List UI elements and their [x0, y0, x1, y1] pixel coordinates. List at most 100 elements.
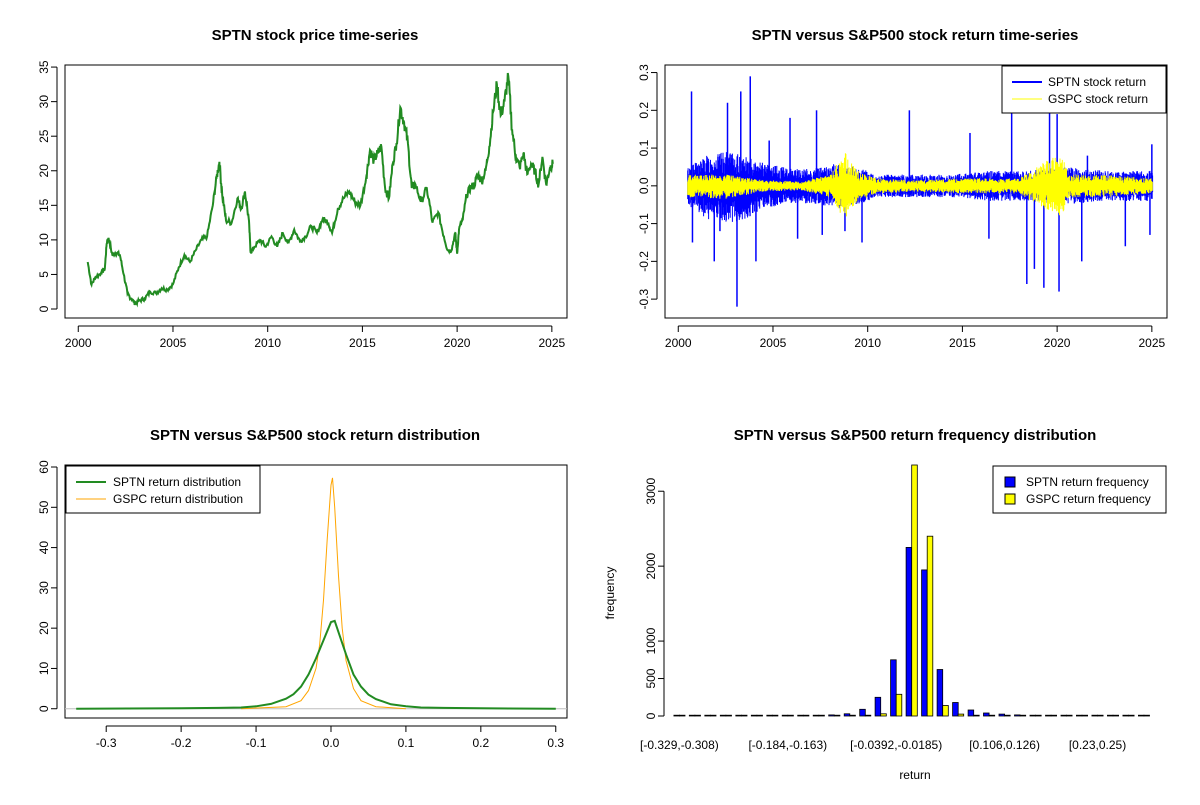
- y-tick-label: 30: [37, 95, 51, 109]
- gspc-bar: [957, 713, 965, 717]
- x-tick-label: 0.1: [398, 736, 415, 750]
- x-axis-label: return: [899, 768, 930, 782]
- gspc-bar: [756, 714, 763, 717]
- gspc-bar: [1019, 714, 1027, 717]
- x-tick-label: 2010: [254, 336, 281, 350]
- legend-label: SPTN stock return: [1048, 75, 1146, 89]
- legend: SPTN stock return GSPC stock return: [1001, 65, 1167, 114]
- x-tick-label: [-0.0392,-0.0185): [850, 738, 942, 752]
- sptn-bar: [890, 659, 897, 717]
- gspc-bar: [942, 705, 949, 717]
- y-tick-label: 10: [37, 233, 51, 247]
- x-tick-label: -0.2: [171, 736, 192, 750]
- sptn-bar: [905, 547, 913, 717]
- gspc-bar: [1128, 714, 1135, 717]
- sptn-bar: [874, 696, 882, 717]
- sptn-bar: [750, 714, 758, 717]
- density-chart: SPTN versus S&P500 stock return distribu…: [37, 427, 568, 750]
- sptn-bar: [859, 708, 866, 717]
- y-tick-label: 5: [37, 271, 51, 278]
- y-tick-label: 20: [37, 164, 51, 178]
- sptn-density-line: [76, 619, 556, 710]
- gspc-bar: [911, 464, 918, 717]
- sptn-bar: [781, 714, 789, 717]
- y-tick-label: 10: [37, 661, 51, 675]
- x-tick-label: 0.0: [323, 736, 340, 750]
- return-chart: SPTN versus S&P500 stock return time-ser…: [637, 27, 1168, 350]
- y-tick-label: -0.2: [637, 251, 651, 272]
- x-tick-label: 2015: [949, 336, 976, 350]
- sptn-bar: [921, 569, 928, 717]
- gspc-bar: [973, 714, 980, 717]
- y-tick-label: 0.2: [637, 102, 651, 119]
- gspc-bar: [771, 714, 779, 717]
- sptn-bar: [1076, 714, 1083, 717]
- sptn-bar: [719, 714, 727, 717]
- gspc-bar: [1066, 714, 1073, 717]
- chart-title: SPTN versus S&P500 return frequency dist…: [734, 427, 1097, 444]
- chart-title: SPTN versus S&P500 stock return time-ser…: [752, 27, 1079, 44]
- x-tick-label: [-0.329,-0.308): [640, 738, 719, 752]
- gspc-bar: [1081, 714, 1088, 717]
- y-tick-label: 500: [644, 668, 658, 688]
- legend-label: SPTN return distribution: [113, 475, 241, 489]
- gspc-return-series: [687, 153, 1153, 217]
- gspc-bar: [679, 714, 686, 717]
- legend-label: GSPC return frequency: [1026, 492, 1151, 506]
- x-tick-label: 2005: [760, 336, 787, 350]
- x-tick-label: 2020: [444, 336, 471, 350]
- gspc-bar: [1004, 714, 1011, 717]
- price-chart: SPTN stock price time-series 2000 2005 201…: [37, 27, 568, 350]
- sptn-bar: [812, 714, 820, 717]
- gspc-bar: [895, 693, 903, 717]
- y-tick-label: 1000: [644, 627, 658, 654]
- gspc-bar: [725, 714, 732, 717]
- y-tick-label: -0.1: [637, 213, 651, 234]
- y-tick-label: 0: [37, 305, 51, 312]
- sptn-bar: [952, 702, 959, 717]
- chart-title: SPTN stock price time-series: [212, 27, 419, 44]
- sptn-bar: [983, 712, 990, 717]
- gspc-density-line: [241, 477, 406, 710]
- sptn-bar: [1045, 714, 1052, 717]
- sptn-bar: [828, 714, 835, 717]
- x-tick-label: 2020: [1044, 336, 1071, 350]
- sptn-bar: [1138, 714, 1145, 717]
- x-tick-label: 2005: [160, 336, 187, 350]
- chart-title: SPTN versus S&P500 stock return distribu…: [150, 427, 480, 444]
- y-tick-label: 25: [37, 129, 51, 143]
- sptn-bar: [735, 714, 742, 717]
- frequency-bars: [673, 464, 1150, 717]
- y-tick-label: 0: [37, 705, 51, 712]
- x-tick-label: [0.23,0.25): [1069, 738, 1126, 752]
- y-tick-label: -0.3: [637, 288, 651, 309]
- legend-swatch: [1004, 493, 1016, 505]
- price-line: [86, 72, 554, 308]
- gspc-bar: [1143, 714, 1150, 717]
- gspc-bar: [741, 714, 748, 717]
- y-axis-label: frequency: [603, 567, 617, 620]
- gspc-bar: [833, 714, 841, 717]
- x-tick-label: 2025: [1138, 336, 1165, 350]
- gspc-bar: [802, 714, 810, 717]
- y-tick-label: 0.1: [637, 139, 651, 156]
- sptn-bar: [1060, 714, 1067, 717]
- sptn-bar: [1122, 714, 1129, 717]
- legend: SPTN return frequency GSPC return freque…: [992, 465, 1167, 514]
- x-tick-label: 2000: [665, 336, 692, 350]
- sptn-bar: [843, 713, 851, 717]
- sptn-bar: [797, 714, 804, 717]
- y-tick-label: 35: [37, 60, 51, 74]
- sptn-bar: [967, 709, 975, 717]
- return-noise: [687, 153, 1153, 217]
- legend-label: SPTN return frequency: [1026, 475, 1149, 489]
- y-tick-label: 3000: [644, 478, 658, 505]
- x-tick-label: 0.2: [472, 736, 489, 750]
- x-tick-label: 2010: [854, 336, 881, 350]
- y-tick-label: 20: [37, 621, 51, 635]
- y-tick-label: 2000: [644, 552, 658, 579]
- gspc-bar: [1050, 714, 1057, 717]
- sptn-bar: [1091, 714, 1098, 717]
- y-tick-label: 30: [37, 581, 51, 595]
